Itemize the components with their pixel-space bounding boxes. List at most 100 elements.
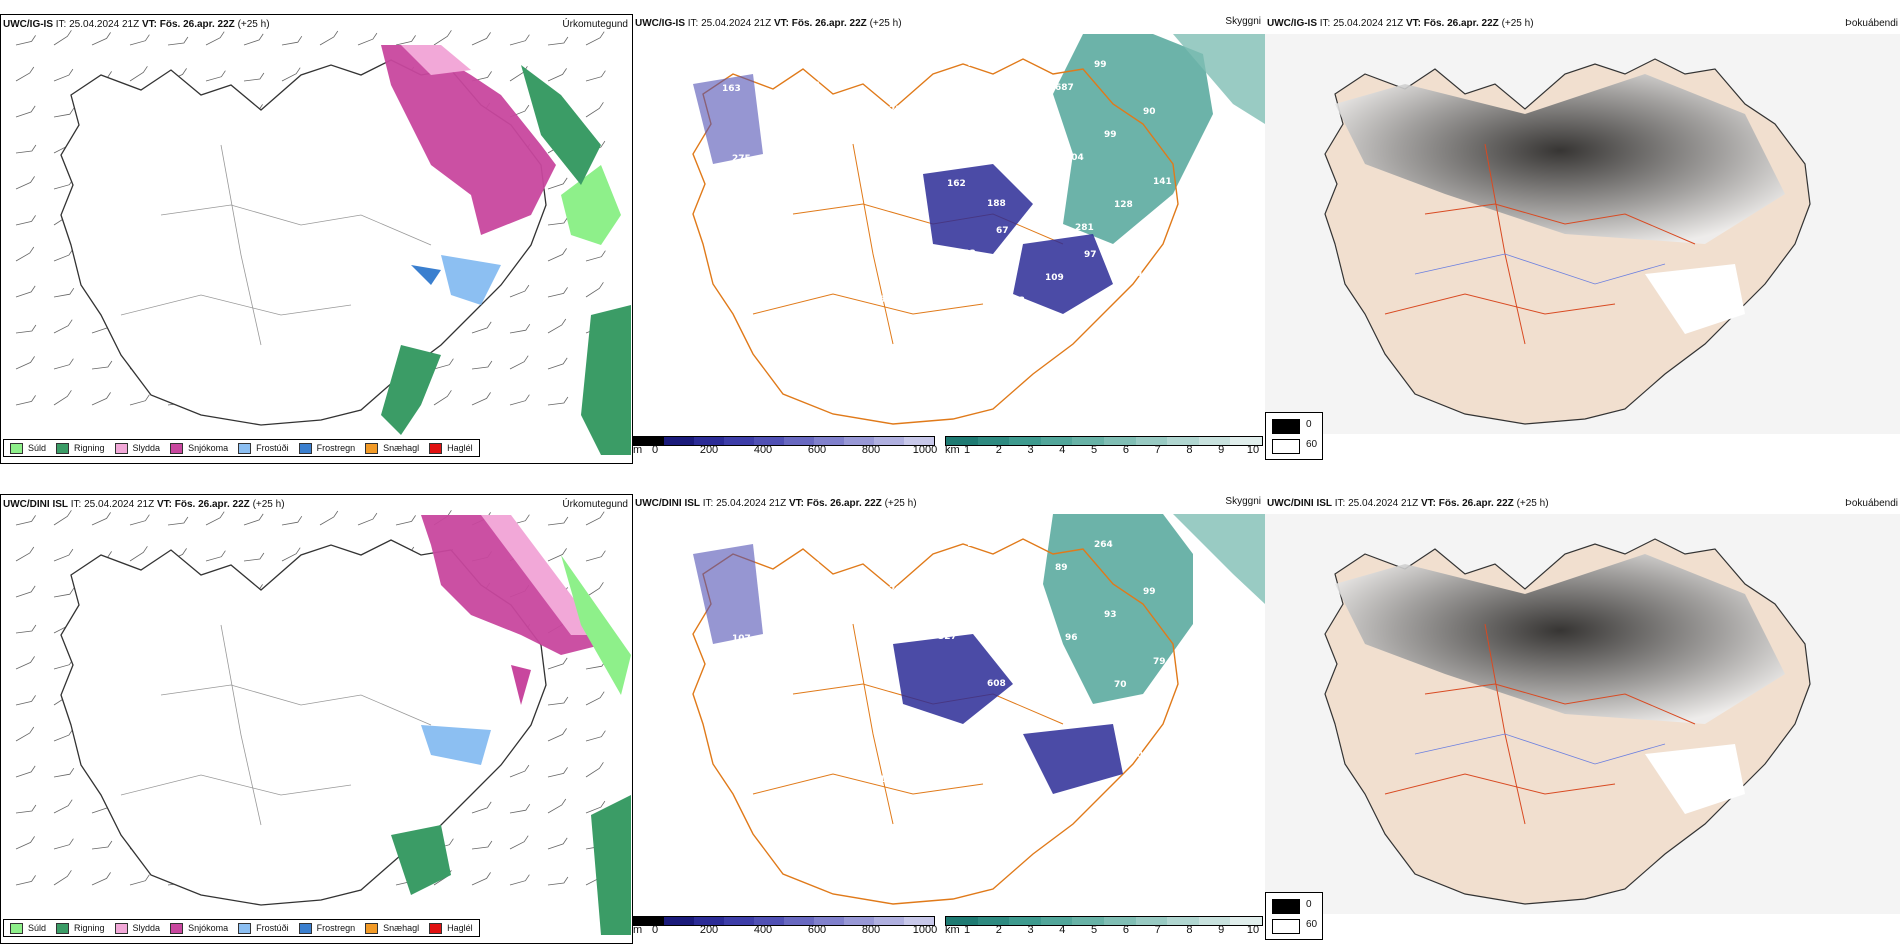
height-label: 268 bbox=[889, 585, 908, 595]
wind-barb bbox=[53, 870, 72, 886]
fog-swatch-max bbox=[1272, 439, 1300, 454]
height-label: 305 bbox=[977, 129, 996, 139]
scale-tick-label: 400 bbox=[753, 444, 773, 456]
wind-barb bbox=[547, 287, 568, 298]
wind-barb bbox=[91, 392, 111, 406]
colorbar-segment bbox=[874, 917, 904, 925]
scale-tick-label: 4 bbox=[1059, 924, 1066, 936]
variable-title: Skyggni bbox=[1225, 496, 1261, 507]
wind-barb bbox=[509, 355, 529, 370]
fog-label-min: 0 bbox=[1306, 899, 1312, 910]
height-label: 502 bbox=[713, 537, 732, 547]
height-label: 92 bbox=[820, 658, 833, 668]
scale-tick-label: 3 bbox=[1027, 444, 1034, 456]
height-label: 264 bbox=[1094, 540, 1113, 550]
colorbar-segment bbox=[977, 437, 1010, 445]
wind-barb bbox=[547, 248, 567, 262]
variable-title: Þokuábendi bbox=[1845, 18, 1898, 29]
visibility-scale: km 1 2 3 4 5 6 7 8 9 10 bbox=[945, 916, 1263, 940]
colorbar-segment bbox=[1103, 437, 1136, 445]
wind-barb bbox=[585, 582, 604, 598]
panel-header: UWC/DINI ISL IT: 25.04.2024 21Z VT: Fös.… bbox=[3, 499, 285, 510]
height-label: 96 bbox=[908, 202, 921, 212]
wind-barb bbox=[471, 801, 492, 814]
colorbar-segment bbox=[1040, 917, 1073, 925]
height-label: 72 bbox=[977, 609, 990, 619]
wind-barb bbox=[585, 70, 606, 82]
wind-barb bbox=[243, 72, 265, 82]
wind-barb bbox=[547, 177, 568, 190]
scale-tick-label: 2 bbox=[995, 924, 1002, 936]
height-label: 128 bbox=[957, 729, 976, 739]
scale-tick-label: 600 bbox=[807, 924, 827, 936]
wind-barb bbox=[53, 287, 75, 298]
legend-item: Rigning bbox=[56, 442, 105, 454]
legend-swatch bbox=[114, 442, 128, 454]
wind-barb bbox=[15, 285, 36, 298]
height-label: 233 bbox=[957, 249, 976, 259]
colorbar-segment bbox=[664, 917, 694, 925]
wind-barb bbox=[15, 35, 36, 46]
wind-barb bbox=[585, 550, 606, 562]
wind-barb bbox=[15, 546, 35, 562]
height-label: 188 bbox=[987, 199, 1006, 209]
height-label: 214 bbox=[1124, 270, 1143, 280]
height-colorbar bbox=[633, 916, 935, 926]
height-label: 1 bbox=[1163, 247, 1169, 257]
wind-barb bbox=[281, 515, 303, 526]
wind-barb bbox=[547, 837, 568, 850]
colorbar-segment bbox=[1135, 437, 1168, 445]
height-label: 281 bbox=[1075, 223, 1094, 233]
height-label: 141 bbox=[1153, 177, 1172, 187]
height-label: 99 bbox=[1104, 130, 1117, 140]
legend-item: Slydda bbox=[114, 442, 160, 454]
scale-tick-label: 2 bbox=[995, 444, 1002, 456]
legend-swatch bbox=[365, 442, 379, 454]
wind-barb bbox=[205, 70, 226, 82]
colorbar-segment bbox=[874, 437, 904, 445]
iceland-precip-map bbox=[15, 510, 631, 935]
height-label: 92 bbox=[781, 201, 794, 211]
legend-swatch bbox=[10, 442, 23, 454]
height-label: 156 bbox=[1163, 727, 1182, 737]
scale-tick-label: 5 bbox=[1091, 924, 1098, 936]
legend-item: Súld bbox=[10, 922, 46, 934]
wind-barb bbox=[547, 36, 569, 46]
colorbar-segment bbox=[814, 437, 844, 445]
colorbar-segment bbox=[1135, 917, 1168, 925]
wind-barb bbox=[53, 728, 74, 742]
wind-barb bbox=[53, 510, 72, 526]
scale-tick-label: 0 bbox=[651, 444, 659, 456]
height-scale: m 0 200 400 600 800 1000 bbox=[633, 916, 943, 940]
wind-barb bbox=[471, 321, 492, 334]
fog-legend: 0 60 bbox=[1265, 892, 1323, 940]
fog-swatch-max bbox=[1272, 919, 1300, 934]
scale-tick-label: 800 bbox=[861, 924, 881, 936]
wind-barb bbox=[129, 34, 150, 46]
iceland-precip-map bbox=[15, 30, 631, 455]
wind-barb bbox=[53, 248, 74, 262]
wind-barb bbox=[15, 656, 35, 670]
wind-barb bbox=[547, 696, 569, 706]
wind-barb bbox=[53, 107, 75, 118]
visibility-unit: km bbox=[945, 444, 960, 456]
height-label: 107 bbox=[732, 634, 751, 644]
wind-barb bbox=[91, 360, 113, 370]
colorbar-segment bbox=[1072, 437, 1104, 445]
wind-barb bbox=[547, 216, 569, 226]
height-label: 225 bbox=[850, 608, 869, 618]
colorbar-segment bbox=[904, 917, 934, 925]
scale-tick-label: 1000 bbox=[912, 924, 938, 936]
legend-item: Snjókoma bbox=[170, 442, 228, 454]
height-label: 327 bbox=[752, 294, 771, 304]
wind-barb bbox=[395, 35, 416, 46]
height-label: 70 bbox=[1114, 680, 1127, 690]
wind-barb bbox=[547, 548, 567, 562]
height-label: 144 bbox=[840, 58, 859, 68]
wind-barb bbox=[471, 392, 491, 406]
precip-legend: Súld Rigning Slydda Snjókoma Frostúði Fr… bbox=[3, 919, 480, 937]
wind-barb bbox=[471, 32, 491, 46]
height-label: 162 bbox=[947, 179, 966, 189]
height-label: 96 bbox=[1065, 633, 1078, 643]
colorbar-segment bbox=[784, 917, 814, 925]
